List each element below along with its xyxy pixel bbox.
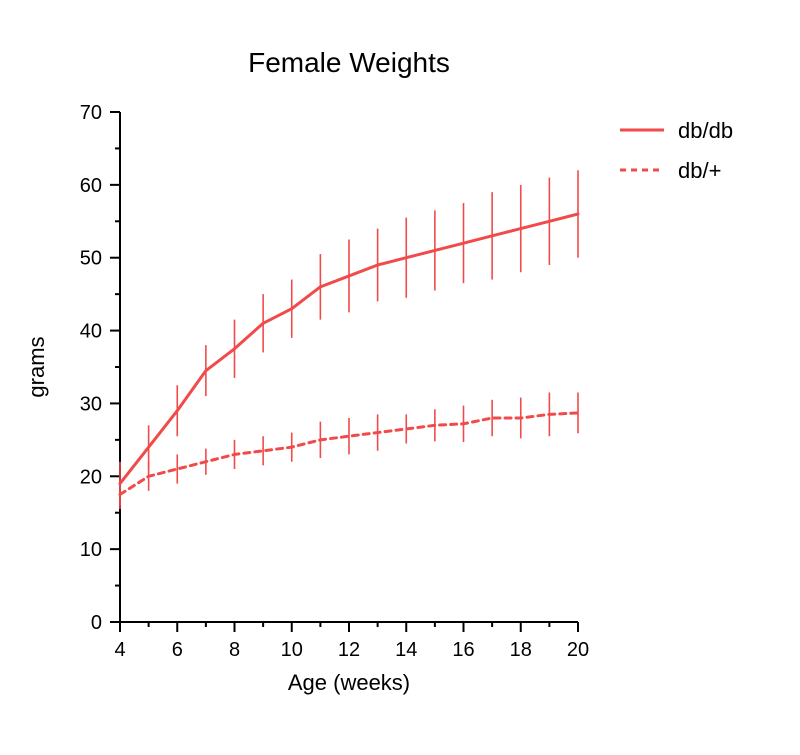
x-tick-label: 10 xyxy=(281,639,303,661)
y-tick-label: 0 xyxy=(91,612,102,634)
line-chart: Female Weights 0 10 20 30 40 50 60 70 4 6 8 10 12 14 16… xyxy=(0,0,800,755)
x-tick-label: 16 xyxy=(452,639,474,661)
y-tick-label: 20 xyxy=(80,466,102,488)
y-tick-label: 60 xyxy=(80,175,102,197)
x-tick-label: 20 xyxy=(567,639,589,661)
x-tick-label: 12 xyxy=(338,639,360,661)
chart-title: Female Weights xyxy=(248,47,450,78)
x-tick-label: 14 xyxy=(395,639,417,661)
x-tick-label: 8 xyxy=(229,639,240,661)
x-axis-label: Age (weeks) xyxy=(288,670,410,695)
x-tick-label: 4 xyxy=(114,639,125,661)
y-tick-label: 10 xyxy=(80,539,102,561)
y-tick-label: 40 xyxy=(80,321,102,343)
x-tick-label: 18 xyxy=(510,639,532,661)
legend-label: db/db xyxy=(678,118,733,143)
y-tick-label: 70 xyxy=(80,102,102,124)
y-tick-label: 30 xyxy=(80,393,102,415)
x-tick-label: 6 xyxy=(172,639,183,661)
legend-label: db/+ xyxy=(678,158,721,183)
chart-container: Female Weights 0 10 20 30 40 50 60 70 4 6 8 10 12 14 16… xyxy=(0,0,800,755)
y-tick-label: 50 xyxy=(80,248,102,270)
y-axis-label: grams xyxy=(24,336,49,397)
